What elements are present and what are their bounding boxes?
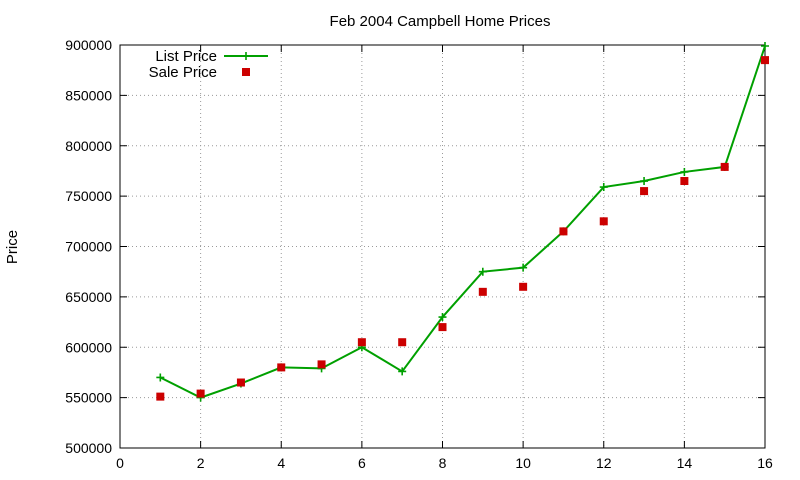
data-point: [640, 187, 649, 196]
data-point: [761, 56, 769, 65]
x-tick-label: 0: [116, 455, 124, 471]
data-point: [680, 167, 689, 176]
y-tick-label: 900000: [65, 37, 112, 53]
data-point: [599, 217, 608, 226]
data-point: [156, 392, 165, 401]
y-axis-label: Price: [4, 230, 21, 264]
series-layer: [156, 42, 769, 402]
y-tick-label: 700000: [65, 239, 112, 255]
data-point: [680, 177, 689, 186]
data-point: [478, 267, 487, 276]
data-point: [438, 323, 447, 332]
x-tick-label: 6: [358, 455, 366, 471]
data-point: [438, 313, 447, 322]
x-tick-label: 14: [677, 455, 693, 471]
data-point: [640, 177, 649, 186]
data-point: [277, 363, 286, 372]
y-tick-label: 600000: [65, 339, 112, 355]
legend-label: Sale Price: [149, 64, 217, 81]
plot-border: [119, 44, 766, 449]
series-line-list-price: [159, 45, 766, 399]
grid: [120, 45, 765, 448]
data-point: [559, 227, 568, 236]
data-point: [599, 183, 608, 192]
data-point: [519, 263, 528, 272]
data-point: [398, 338, 407, 347]
data-point: [236, 378, 245, 387]
x-tick-label: 2: [197, 455, 205, 471]
series-sale-price: [156, 56, 769, 401]
y-tick-label: 750000: [65, 188, 112, 204]
x-tick-label: 12: [596, 455, 612, 471]
data-point: [156, 373, 165, 382]
chart-title: Feb 2004 Campbell Home Prices: [330, 13, 551, 30]
data-point: [720, 162, 729, 171]
y-tick-label: 550000: [65, 390, 112, 406]
y-tick-label: 800000: [65, 138, 112, 154]
legend-swatch-marker: [242, 68, 250, 76]
y-tick-label: 850000: [65, 87, 112, 103]
y-tick-label: 650000: [65, 289, 112, 305]
data-point: [357, 338, 366, 347]
x-tick-label: 4: [277, 455, 285, 471]
x-tick-label: 16: [757, 455, 773, 471]
axis-ticks: 500000 550000 600000 650000 700000 750000 8000…: [65, 37, 773, 471]
data-point: [317, 360, 326, 369]
data-point: [196, 389, 205, 398]
data-point: [519, 282, 528, 291]
data-point: [398, 367, 407, 376]
legend-label: List Price: [155, 48, 217, 65]
x-tick-label: 8: [439, 455, 447, 471]
data-point: [478, 287, 487, 296]
data-point: [761, 42, 769, 51]
y-tick-label: 500000: [65, 440, 112, 456]
x-tick-label: 10: [515, 455, 531, 471]
legend-swatch-marker: [242, 52, 250, 60]
